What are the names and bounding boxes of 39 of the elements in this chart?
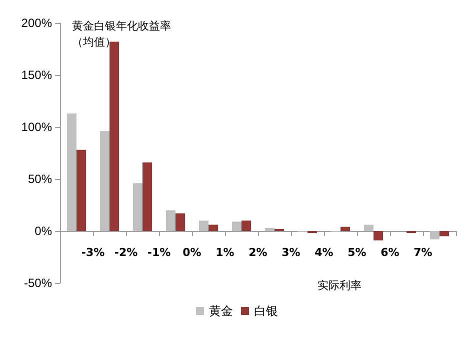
y-tick-label: -50% — [24, 276, 52, 290]
y-tick-label: 50% — [28, 172, 52, 186]
bar — [100, 131, 110, 231]
bar — [176, 213, 186, 231]
bar — [166, 210, 176, 231]
bar — [232, 222, 242, 231]
x-tick-label: -3% — [81, 246, 105, 259]
x-tick-label: 3% — [282, 246, 300, 259]
x-tick-label: 6% — [380, 246, 400, 259]
bar — [440, 231, 450, 236]
y-tick-label: 100% — [21, 120, 52, 134]
bar — [208, 224, 218, 231]
x-tick-label: 4% — [314, 246, 334, 259]
annotation: 黄金白银年化收益率（均值） — [72, 20, 171, 48]
legend-label: 白银 — [254, 304, 278, 318]
y-tick-label: 0% — [34, 224, 52, 238]
x-tick-label: 5% — [348, 246, 366, 259]
bar — [242, 220, 252, 231]
bar — [198, 220, 208, 231]
bar — [142, 162, 152, 231]
x-tick-label: -1% — [147, 246, 171, 259]
x-tick-label: 2% — [248, 246, 268, 259]
bar — [430, 231, 440, 240]
legend-label: 黄金 — [209, 304, 233, 318]
x-tick-label: -2% — [114, 246, 138, 259]
bar — [364, 224, 374, 231]
y-tick-label: 150% — [21, 68, 52, 82]
bar — [374, 231, 384, 240]
x-axis-title: 实际利率 — [317, 279, 362, 292]
bar — [132, 183, 142, 231]
x-tick-label: 1% — [216, 246, 234, 259]
y-tick-label: 200% — [21, 16, 52, 30]
x-tick-label: 0% — [182, 246, 202, 259]
bar — [264, 228, 274, 231]
bar — [110, 42, 120, 231]
bar — [66, 113, 76, 231]
x-tick-label: 7% — [414, 246, 432, 259]
bar — [76, 150, 86, 231]
bar — [340, 226, 350, 231]
